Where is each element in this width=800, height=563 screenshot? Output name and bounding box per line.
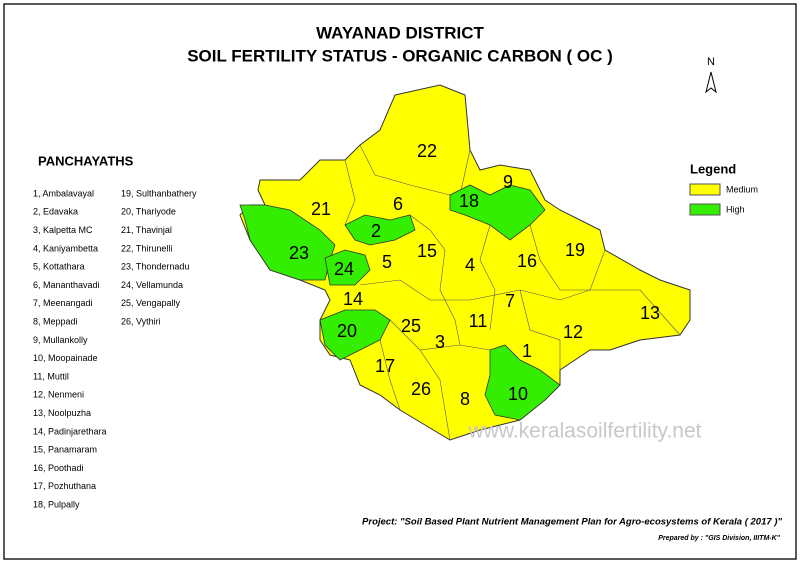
region-boundary xyxy=(439,289,461,346)
region-boundary xyxy=(344,159,356,226)
panchayath-item: 6, Mananthavadi xyxy=(33,280,100,290)
watermark: www.keralasoilfertility.net xyxy=(467,420,701,443)
panchayath-item: 1, Ambalavayal xyxy=(33,188,94,198)
panchayath-item: 2, Edavaka xyxy=(33,207,78,217)
region-boundary xyxy=(479,224,496,331)
legend-swatch xyxy=(689,183,721,196)
region-area xyxy=(319,309,391,361)
panchayath-item: 8, Meppadi xyxy=(33,316,78,326)
region-boundary xyxy=(459,149,471,196)
panchayath-item: 17, Pozhuthana xyxy=(33,481,96,491)
region-label: 13 xyxy=(640,303,660,323)
legend-swatch xyxy=(689,203,721,216)
panchayath-item: 15, Panamaram xyxy=(33,445,97,455)
region-label: 26 xyxy=(411,379,431,399)
region-label: 5 xyxy=(382,252,392,272)
region-label: 14 xyxy=(343,289,363,309)
region-label: 24 xyxy=(334,259,354,279)
region-label: 23 xyxy=(289,243,309,263)
panchayath-item: 25, Vengapally xyxy=(121,298,181,308)
region-label: 19 xyxy=(565,240,585,260)
region-label: 20 xyxy=(337,321,357,341)
panchayath-item: 20, Thariyode xyxy=(121,207,176,217)
region-label: 7 xyxy=(505,291,515,311)
project-note: Project: "Soil Based Plant Nutrient Mana… xyxy=(362,517,782,528)
region-boundary xyxy=(409,214,446,291)
region-boundary xyxy=(419,349,451,441)
region-label: 12 xyxy=(563,322,583,342)
region-label: 8 xyxy=(460,389,470,409)
region-label: 9 xyxy=(503,172,513,192)
region-label: 15 xyxy=(417,241,437,261)
panchayath-item: 21, Thavinjal xyxy=(121,225,172,235)
region-label: 2 xyxy=(371,221,381,241)
region-boundary xyxy=(379,339,401,411)
region-label: 16 xyxy=(517,251,537,271)
region-area xyxy=(324,249,371,286)
region-label: 10 xyxy=(508,384,528,404)
north-arrow xyxy=(705,71,717,94)
region-label: 1 xyxy=(522,341,532,361)
panchayaths-heading: PANCHAYATHS xyxy=(38,153,134,168)
region-boundary xyxy=(529,224,606,291)
panchayath-item: 14, Padinjarethara xyxy=(33,426,107,436)
panchayath-item: 13, Noolpuzha xyxy=(33,408,91,418)
legend-label: High xyxy=(726,204,745,214)
panchayath-item: 26, Vythiri xyxy=(121,316,161,326)
north-label: N xyxy=(707,56,715,68)
panchayath-item: 7, Meenangadi xyxy=(33,298,93,308)
region-boundary xyxy=(519,289,561,370)
region-label: 11 xyxy=(469,311,488,331)
prepared-by: Prepared by : "GIS Division, IIITM-K" xyxy=(658,535,780,542)
region-area xyxy=(484,344,561,421)
region-label: 21 xyxy=(311,199,331,219)
region-label: 6 xyxy=(393,194,403,214)
panchayath-item: 10, Moopainade xyxy=(33,353,98,363)
region-label: 17 xyxy=(375,356,395,376)
region-boundary xyxy=(359,144,451,196)
panchayath-item: 3, Kalpetta MC xyxy=(33,225,93,235)
legend-title: Legend xyxy=(690,161,736,176)
panchayath-item: 11, Muttil xyxy=(33,371,69,381)
region-boundary xyxy=(389,319,491,351)
panchayath-item: 23, Thondernadu xyxy=(121,262,189,272)
panchayath-item: 18, Pulpally xyxy=(33,499,80,509)
panchayath-item: 12, Nenmeni xyxy=(33,390,84,400)
region-area xyxy=(449,184,546,241)
region-label: 18 xyxy=(459,191,479,211)
legend-label: Medium xyxy=(726,184,758,194)
panchayath-item: 9, Mullankolly xyxy=(33,335,88,345)
region-label: 22 xyxy=(417,141,437,161)
region-area xyxy=(344,214,416,246)
panchayath-item: 5, Kottathara xyxy=(33,262,85,272)
panchayath-item: 19, Sulthanbathery xyxy=(121,188,197,198)
title: WAYANAD DISTRICT xyxy=(316,23,484,42)
subtitle: SOIL FERTILITY STATUS - ORGANIC CARBON (… xyxy=(187,46,613,65)
panchayath-item: 22, Thirunelli xyxy=(121,243,172,253)
panchayath-item: 4, Kaniyambetta xyxy=(33,243,98,253)
legend: Medium High xyxy=(689,183,758,216)
panchayath-item: 16, Poothadi xyxy=(33,463,84,473)
panchayath-item: 24, Vellamunda xyxy=(121,280,183,290)
region-label: 25 xyxy=(401,316,421,336)
region-label: 4 xyxy=(465,255,475,275)
region-label: 3 xyxy=(435,332,445,352)
panchayath-list: 1, Ambalavayal 2, Edavaka 3, Kalpetta MC 4,… xyxy=(33,188,197,509)
